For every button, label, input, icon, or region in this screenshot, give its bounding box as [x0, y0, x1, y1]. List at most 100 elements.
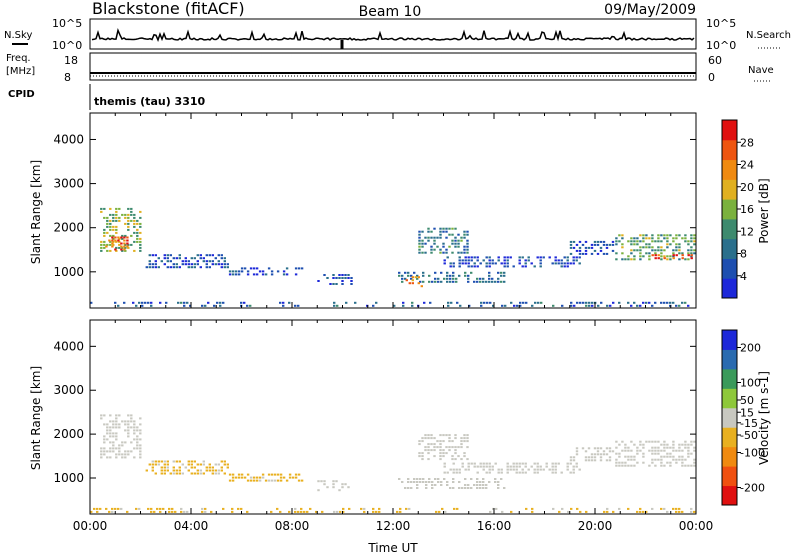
echo-cell	[252, 476, 256, 479]
echo-cell	[133, 216, 136, 219]
echo-cell	[430, 437, 433, 440]
echo-cell	[294, 476, 298, 479]
echo-cell	[687, 240, 690, 243]
echo-cell	[460, 251, 463, 254]
echo-cell	[127, 426, 130, 429]
nsearch-tick-top: 10^5	[706, 17, 736, 30]
echo-cell	[240, 507, 243, 510]
echo-cell	[506, 465, 509, 468]
echo-cell	[411, 301, 414, 304]
echo-cell	[422, 280, 425, 283]
echo-cell	[464, 262, 467, 265]
echo-cell	[630, 249, 633, 252]
echo-cell	[151, 463, 154, 466]
echo-cell	[124, 213, 127, 216]
echo-cell	[585, 301, 588, 304]
echo-cell	[596, 240, 600, 243]
echo-cell	[300, 479, 304, 482]
echo-cell	[593, 447, 597, 450]
echo-cell	[485, 462, 488, 465]
echo-cell	[479, 481, 482, 483]
echo-cell	[106, 423, 109, 426]
echo-cell	[207, 301, 210, 304]
echo-cell	[264, 273, 268, 276]
echo-cell	[438, 510, 441, 513]
echo-cell	[323, 274, 326, 276]
echo-cell	[231, 473, 235, 476]
echo-cell	[596, 243, 600, 246]
echo-cell	[427, 437, 430, 440]
echo-cell	[524, 262, 527, 265]
echo-cell	[437, 481, 440, 483]
echo-cell	[503, 274, 506, 277]
echo-cell	[223, 257, 226, 260]
echo-cell	[237, 273, 241, 276]
echo-cell	[687, 452, 690, 455]
colorbar-tick-label: 24	[740, 159, 754, 172]
echo-cell	[160, 472, 163, 475]
echo-cell	[133, 429, 136, 432]
echo-cell	[139, 231, 142, 234]
echo-cell	[578, 468, 581, 471]
power-panel-frame	[89, 112, 697, 309]
echo-cell	[458, 487, 461, 489]
echo-cell	[621, 246, 624, 249]
echo-cell	[127, 420, 130, 423]
echo-cell	[294, 304, 297, 307]
echo-cell	[639, 234, 642, 237]
echo-cell	[217, 469, 220, 472]
echo-cell	[651, 458, 654, 461]
echo-cell	[240, 267, 244, 270]
echo-cell	[488, 468, 491, 471]
echo-cell	[645, 237, 648, 240]
echo-cell	[491, 259, 494, 262]
echo-cell	[123, 301, 126, 304]
echo-cell	[309, 507, 312, 510]
echo-cell	[219, 301, 222, 304]
echo-cell	[181, 260, 184, 263]
echo-cell	[344, 274, 347, 276]
echo-cell	[288, 473, 292, 476]
echo-cell	[539, 468, 542, 471]
echo-cell	[439, 233, 442, 236]
echo-cell	[338, 489, 341, 492]
echo-cell	[430, 230, 433, 233]
echo-cell	[506, 462, 509, 465]
echo-cell	[672, 458, 675, 461]
echo-cell	[633, 301, 636, 304]
echo-cell	[639, 240, 642, 243]
echo-cell	[693, 252, 696, 255]
echo-cell	[196, 254, 199, 257]
echo-cell	[393, 304, 396, 307]
echo-cell	[217, 472, 220, 475]
echo-cell	[467, 265, 470, 268]
freq-label-line2: [MHz]	[6, 66, 35, 77]
echo-cell	[636, 446, 639, 449]
echo-cell	[630, 243, 633, 246]
x-tick-label: 00:00	[679, 519, 714, 533]
echo-cell	[575, 465, 578, 468]
echo-cell	[100, 243, 103, 246]
echo-cell	[485, 262, 488, 265]
echo-cell	[130, 234, 133, 237]
echo-cell	[466, 437, 469, 440]
echo-cell	[270, 270, 274, 273]
echo-cell	[126, 245, 129, 248]
echo-cell	[615, 464, 618, 467]
echo-cell	[672, 240, 675, 243]
echo-cell	[491, 280, 494, 283]
echo-cell	[593, 453, 597, 456]
echo-cell	[306, 510, 309, 513]
echo-cell	[584, 252, 588, 255]
echo-cell	[103, 234, 106, 237]
echo-cell	[112, 423, 115, 426]
echo-cell	[666, 443, 669, 446]
echo-cell	[103, 438, 106, 441]
echo-cell	[186, 510, 189, 513]
echo-cell	[112, 237, 115, 240]
echo-cell	[399, 510, 402, 513]
echo-cell	[627, 255, 630, 258]
echo-cell	[121, 441, 124, 444]
echo-cell	[399, 507, 402, 510]
echo-cell	[497, 481, 500, 483]
